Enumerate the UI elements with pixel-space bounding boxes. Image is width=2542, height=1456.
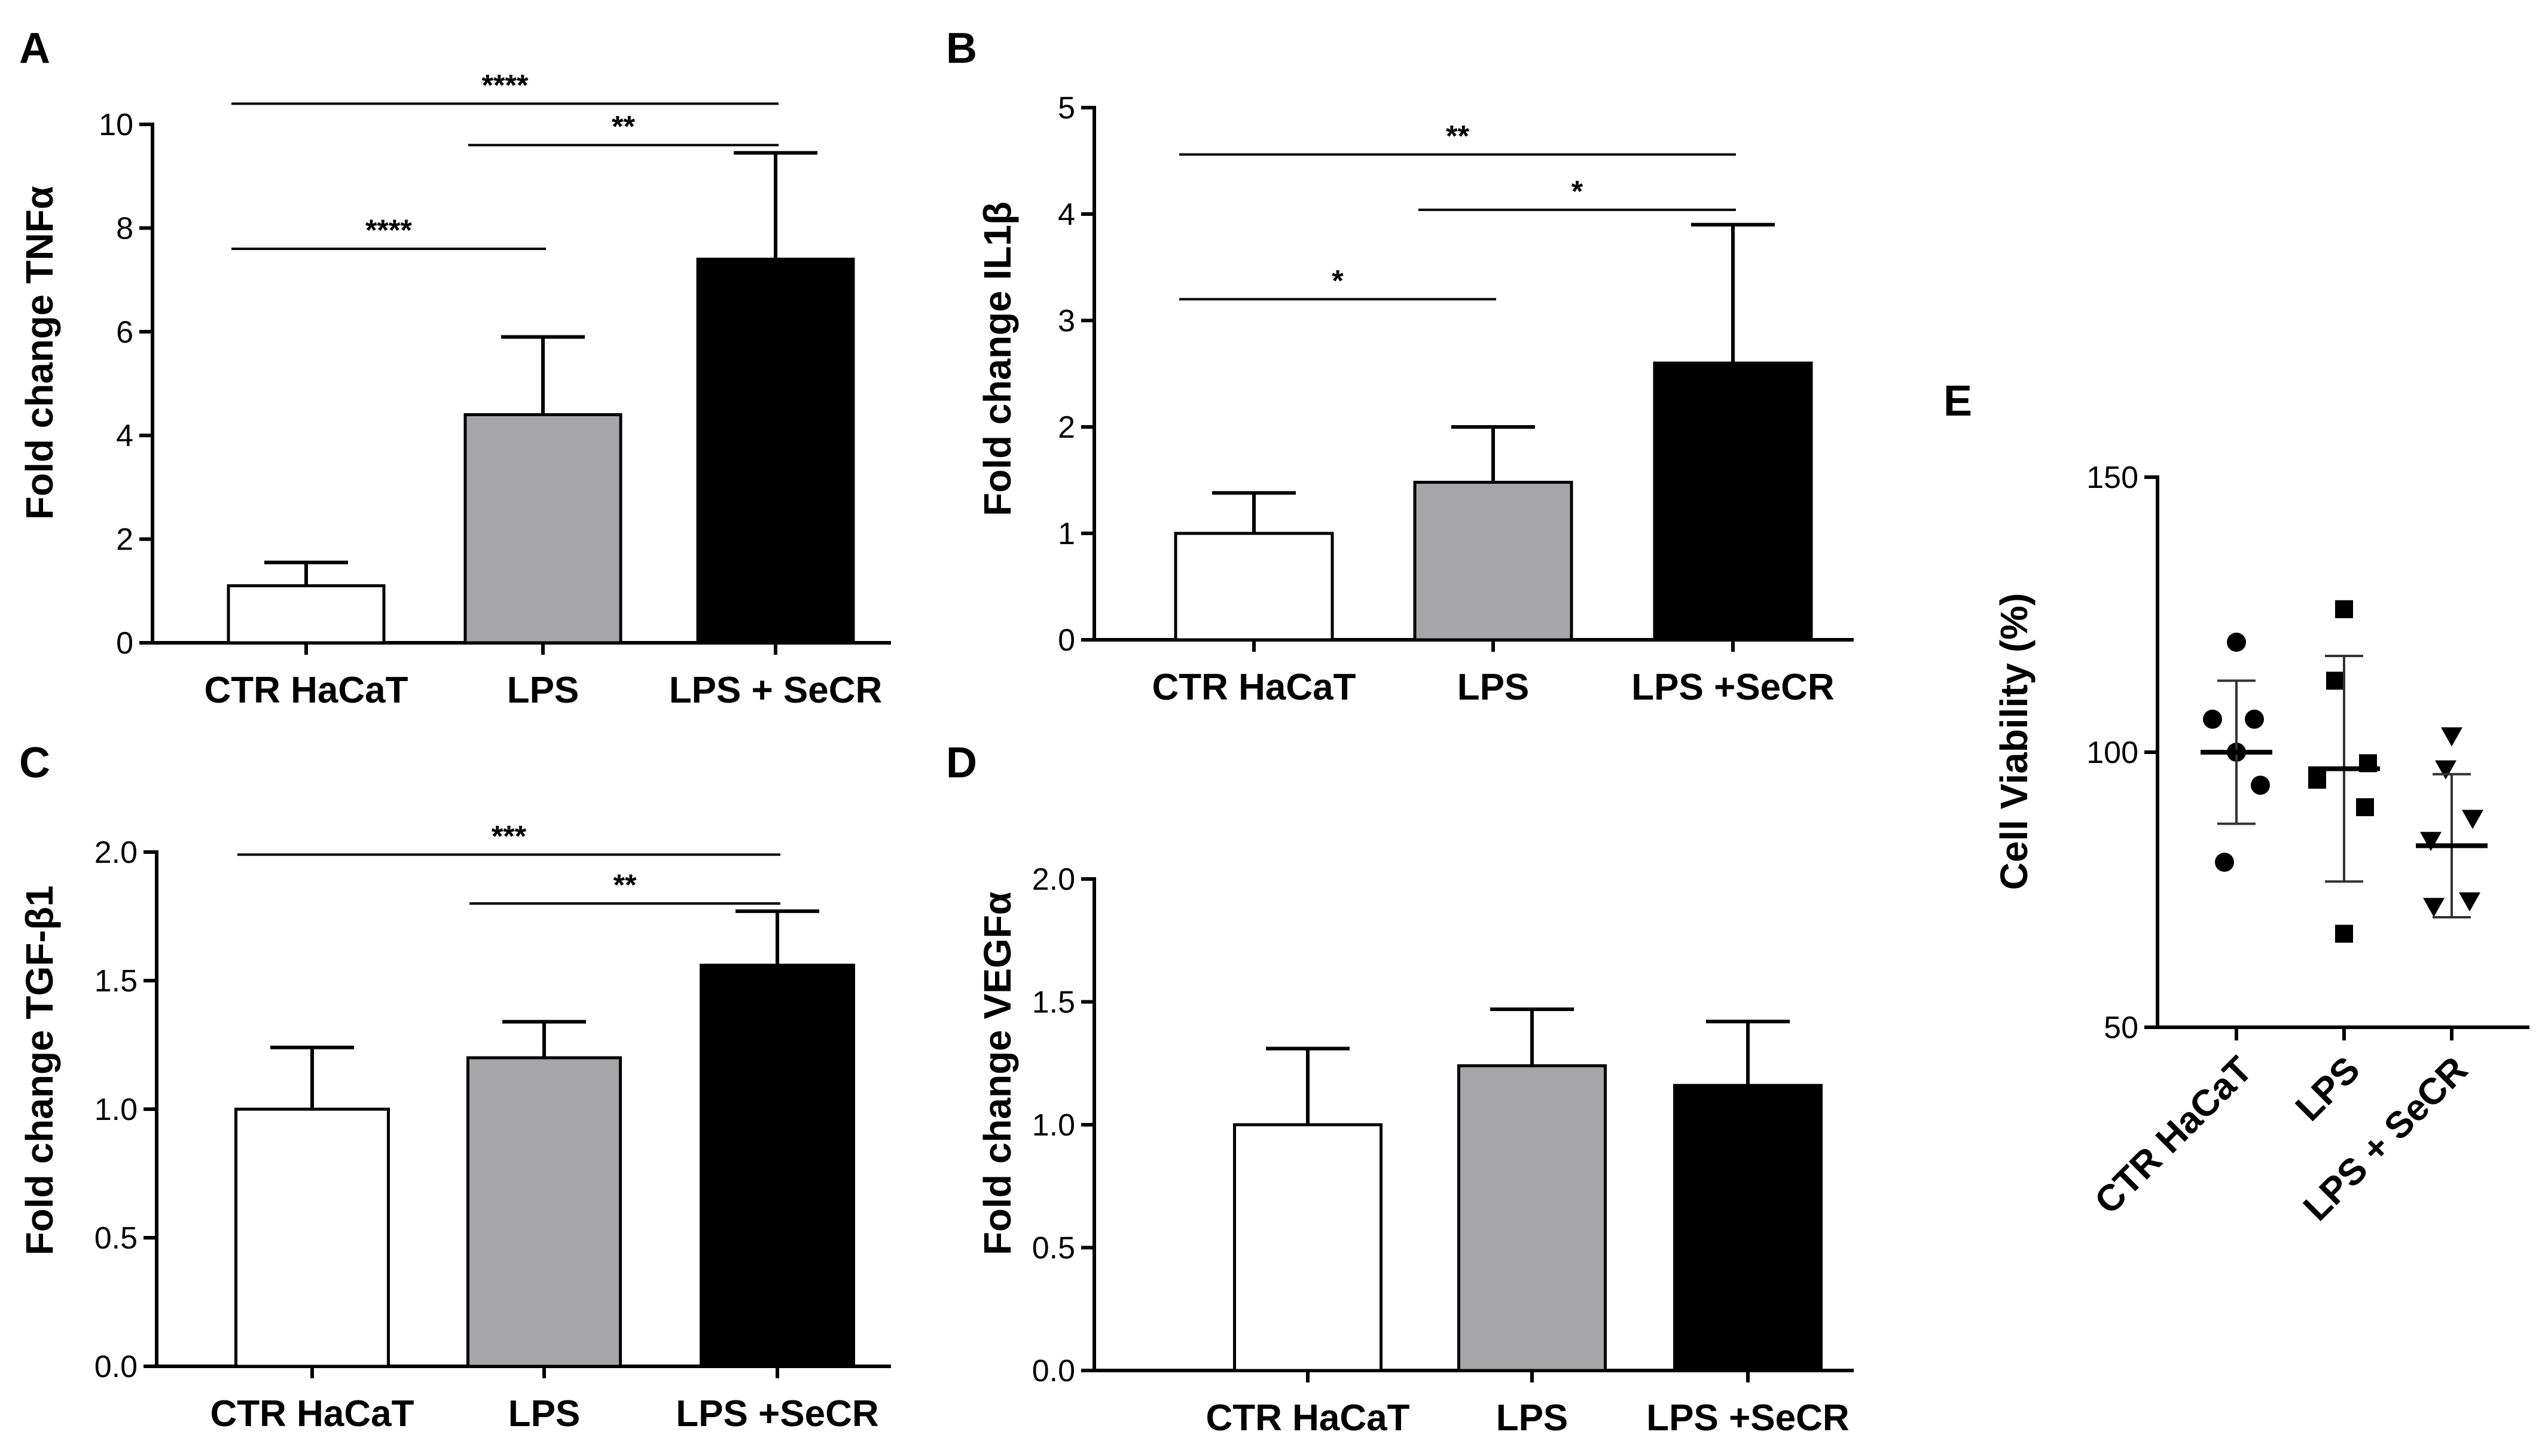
bar-d-1 xyxy=(1233,1123,1383,1372)
y-tick-label-b: 0 xyxy=(1058,623,1075,658)
category-label-c: LPS +SeCR xyxy=(676,1393,878,1434)
category-label-c: LPS xyxy=(508,1393,581,1434)
data-point-e xyxy=(2326,671,2344,690)
panel-label-e: E xyxy=(1943,377,1972,425)
significance-label-b: ** xyxy=(1446,119,1469,152)
y-tick-label-d: 1.5 xyxy=(1032,985,1075,1020)
y-tick-label-a: 0 xyxy=(116,626,133,661)
data-point-e xyxy=(2420,832,2442,851)
category-label-d: LPS +SeCR xyxy=(1646,1397,1849,1439)
category-label-c: CTR HaCaT xyxy=(210,1393,414,1434)
category-label-a: CTR HaCaT xyxy=(204,670,408,711)
significance-label-b: * xyxy=(1332,264,1344,297)
bar-a-1 xyxy=(227,584,386,645)
panel-label-c: C xyxy=(19,739,50,787)
data-point-e xyxy=(2435,760,2456,780)
data-point-e xyxy=(2459,892,2480,912)
category-label-e: LPS xyxy=(2288,1049,2368,1129)
y-tick-label-d: 1.0 xyxy=(1032,1108,1075,1143)
bar-a-3 xyxy=(696,257,855,645)
data-point-e xyxy=(2335,600,2353,618)
y-axis-label-e: Cell Viability (%) xyxy=(1992,593,2036,890)
y-tick-label-b: 1 xyxy=(1058,517,1075,551)
y-tick-label-b: 4 xyxy=(1058,197,1075,232)
category-label-d: LPS xyxy=(1496,1397,1568,1439)
significance-label-c: ** xyxy=(614,868,637,902)
y-tick-label-c: 1.5 xyxy=(94,964,138,999)
y-axis-label-a: Fold change TNFα xyxy=(18,186,61,520)
y-tick-label-a: 10 xyxy=(99,108,133,142)
panel-c-tgf-beta1: C Fold change TGF-β1 0.0 0.5 1.0 1.5 2.0 CTR … xyxy=(18,739,891,1434)
y-tick-label-b: 2 xyxy=(1058,410,1075,445)
y-tick-label-d: 0.0 xyxy=(1032,1354,1075,1388)
data-point-e xyxy=(2356,798,2374,816)
significance-label-a: **** xyxy=(482,68,529,102)
y-tick-label-e: 150 xyxy=(2086,460,2138,495)
panel-label-b: B xyxy=(946,25,977,72)
significance-label-a: ** xyxy=(612,110,635,144)
significance-label-a: **** xyxy=(365,213,412,247)
y-axis-label-c: Fold change TGF-β1 xyxy=(18,886,61,1256)
y-tick-label-e: 100 xyxy=(2086,735,2138,770)
panel-d-vegf-alpha: D Fold change VEGFα 0.0 0.5 1.0 1.5 2.0 CTR H… xyxy=(946,739,1854,1439)
y-tick-label-c: 2.0 xyxy=(94,835,138,870)
panel-label-d: D xyxy=(946,739,977,787)
bar-b-1 xyxy=(1174,532,1334,642)
bar-c-3 xyxy=(700,963,855,1368)
significance-label-c: *** xyxy=(492,819,527,853)
category-label-e: CTR HaCaT xyxy=(2087,1049,2260,1222)
bar-c-2 xyxy=(466,1056,622,1368)
panel-label-a: A xyxy=(19,25,50,72)
y-axis-label-b: Fold change IL1β xyxy=(976,202,1019,516)
category-label-d: CTR HaCaT xyxy=(1206,1397,1409,1439)
data-point-e xyxy=(2215,853,2234,872)
bar-d-2 xyxy=(1457,1064,1607,1372)
y-tick-label-a: 4 xyxy=(116,419,133,453)
panel-e-cell-viability: E Cell Viability (%) 50 100 150 CTR HaCaT LP… xyxy=(1943,377,2529,1229)
data-point-e xyxy=(2441,727,2462,747)
data-point-e xyxy=(2462,810,2483,829)
data-point-e xyxy=(2335,924,2353,943)
bar-b-3 xyxy=(1653,361,1813,642)
panel-a-tnf-alpha: A Fold change TNFα 0 2 4 6 8 10 CTR HaCaT LPS LP… xyxy=(18,25,891,711)
data-point-e xyxy=(2423,898,2445,917)
y-tick-label-b: 3 xyxy=(1058,304,1075,338)
y-tick-label-b: 5 xyxy=(1058,91,1075,126)
category-label-b: LPS +SeCR xyxy=(1631,667,1834,708)
bar-c-1 xyxy=(234,1107,390,1368)
data-point-e xyxy=(2227,633,2246,652)
data-point-e xyxy=(2251,776,2270,795)
category-label-b: CTR HaCaT xyxy=(1152,667,1356,708)
panel-b-il1-beta: B Fold change IL1β 0 1 2 3 4 5 CTR HaCaT LPS LPS… xyxy=(946,25,1854,708)
bar-b-2 xyxy=(1413,481,1573,642)
bar-d-3 xyxy=(1673,1083,1823,1372)
y-tick-label-e: 50 xyxy=(2104,1011,2138,1045)
data-point-e xyxy=(2308,771,2326,789)
y-tick-label-a: 8 xyxy=(116,211,133,246)
y-axis-label-d: Fold change VEGFα xyxy=(976,892,1019,1255)
category-label-a: LPS + SeCR xyxy=(669,670,883,711)
y-tick-label-a: 6 xyxy=(116,315,133,350)
y-tick-label-d: 0.5 xyxy=(1032,1231,1075,1266)
data-point-e xyxy=(2203,709,2222,729)
significance-label-b: * xyxy=(1571,175,1583,208)
y-tick-label-d: 2.0 xyxy=(1032,862,1075,897)
y-tick-label-c: 0.5 xyxy=(94,1221,138,1256)
data-point-e xyxy=(2245,709,2264,729)
y-tick-label-c: 1.0 xyxy=(94,1092,138,1127)
category-label-b: LPS xyxy=(1457,667,1530,708)
y-tick-label-a: 2 xyxy=(116,523,133,557)
category-label-a: LPS xyxy=(507,670,579,711)
bar-a-2 xyxy=(463,413,622,645)
y-tick-label-c: 0.0 xyxy=(94,1350,138,1384)
